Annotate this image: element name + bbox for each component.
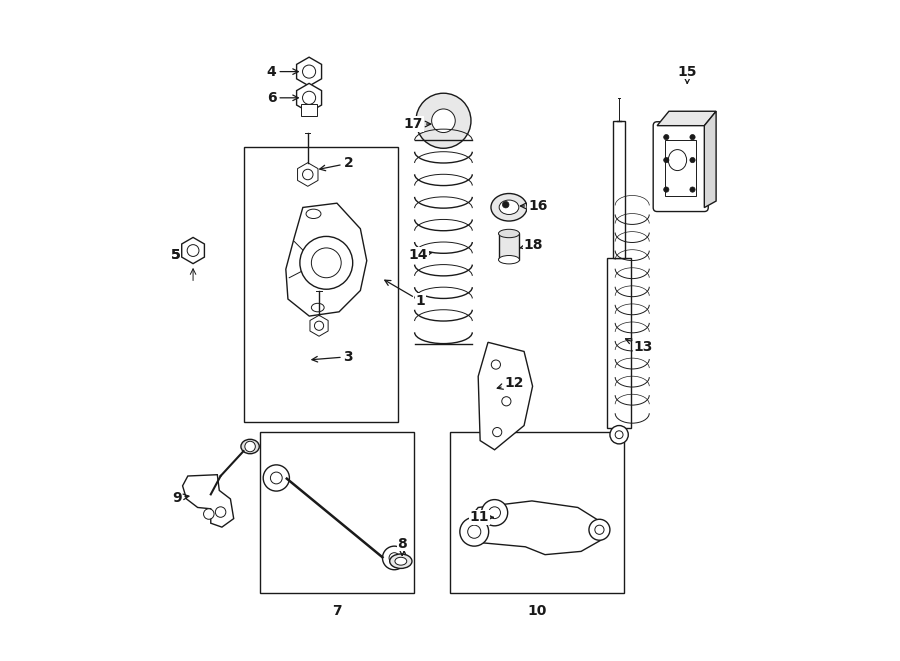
Circle shape	[203, 509, 214, 520]
Text: 4: 4	[266, 65, 298, 79]
Circle shape	[690, 157, 695, 163]
Circle shape	[595, 525, 604, 534]
Circle shape	[460, 518, 489, 546]
Circle shape	[690, 187, 695, 192]
Circle shape	[690, 135, 695, 139]
Circle shape	[187, 245, 199, 256]
Polygon shape	[286, 203, 367, 316]
Ellipse shape	[395, 557, 407, 565]
Circle shape	[502, 202, 509, 208]
Ellipse shape	[306, 209, 321, 219]
Text: 8: 8	[397, 537, 407, 555]
Bar	[260, 432, 414, 593]
Polygon shape	[182, 237, 204, 264]
Text: 2: 2	[320, 157, 354, 171]
Polygon shape	[183, 475, 234, 527]
Ellipse shape	[390, 554, 412, 568]
FancyBboxPatch shape	[653, 122, 708, 212]
Circle shape	[589, 520, 610, 540]
Circle shape	[300, 237, 353, 290]
Circle shape	[663, 135, 669, 139]
Text: 12: 12	[497, 376, 524, 390]
Text: 18: 18	[520, 239, 543, 253]
Polygon shape	[298, 163, 318, 186]
Text: 15: 15	[678, 65, 697, 83]
Circle shape	[610, 426, 628, 444]
Circle shape	[416, 93, 471, 148]
Text: 1: 1	[385, 280, 426, 308]
Ellipse shape	[669, 149, 687, 171]
Polygon shape	[468, 501, 601, 555]
Text: 6: 6	[267, 91, 298, 105]
Text: 16: 16	[520, 199, 547, 213]
Circle shape	[382, 546, 406, 570]
Polygon shape	[297, 58, 321, 86]
Circle shape	[302, 65, 316, 78]
FancyBboxPatch shape	[302, 104, 317, 116]
Polygon shape	[310, 315, 328, 336]
Bar	[608, 258, 631, 428]
Text: 17: 17	[403, 117, 431, 131]
Circle shape	[215, 507, 226, 518]
Ellipse shape	[311, 303, 324, 312]
Text: 11: 11	[470, 510, 493, 524]
Text: 10: 10	[527, 604, 547, 618]
Circle shape	[502, 397, 511, 406]
Circle shape	[663, 187, 669, 192]
Circle shape	[245, 442, 256, 451]
Polygon shape	[297, 83, 321, 112]
Ellipse shape	[241, 440, 259, 453]
Polygon shape	[705, 111, 716, 208]
Circle shape	[270, 472, 283, 484]
Bar	[244, 147, 398, 422]
Circle shape	[302, 91, 316, 104]
Bar	[613, 121, 625, 258]
Ellipse shape	[499, 256, 519, 264]
Circle shape	[302, 169, 313, 180]
Text: 5: 5	[171, 248, 181, 262]
Circle shape	[432, 109, 455, 133]
Text: 14: 14	[409, 248, 432, 262]
Circle shape	[263, 465, 290, 491]
Circle shape	[492, 428, 502, 437]
Circle shape	[311, 248, 341, 278]
Polygon shape	[478, 342, 533, 449]
Bar	[665, 140, 697, 196]
Ellipse shape	[491, 194, 527, 221]
Bar	[450, 432, 624, 593]
Ellipse shape	[500, 200, 518, 214]
Circle shape	[482, 500, 508, 525]
Text: 5: 5	[171, 248, 181, 262]
Circle shape	[468, 525, 481, 538]
Circle shape	[489, 507, 500, 519]
Text: 13: 13	[626, 338, 653, 354]
Circle shape	[389, 553, 400, 563]
Text: 7: 7	[332, 604, 341, 618]
Circle shape	[616, 431, 623, 439]
Circle shape	[491, 360, 500, 369]
Text: 3: 3	[312, 350, 353, 364]
Ellipse shape	[499, 229, 519, 238]
Text: 9: 9	[172, 490, 189, 504]
Polygon shape	[657, 111, 716, 126]
Circle shape	[663, 157, 669, 163]
Bar	[499, 233, 519, 260]
Circle shape	[314, 321, 324, 330]
